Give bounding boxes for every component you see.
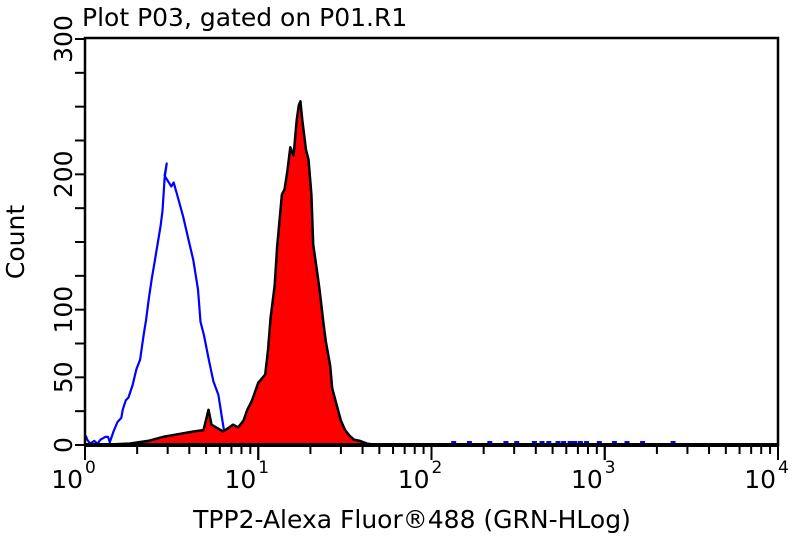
noise-dot (611, 441, 617, 443)
x-axis: 10 0 10 1 10 2 10 3 10 4 (51, 445, 789, 494)
x-axis-label: TPP2-Alexa Fluor®488 (GRN-HLog) (192, 505, 631, 534)
noise-dot (539, 441, 545, 443)
noise-dot (670, 441, 676, 443)
y-tick-label: 100 (49, 286, 78, 334)
noise-dot (561, 441, 567, 443)
chart-title: Plot P03, gated on P01.R1 (82, 3, 407, 32)
y-axis: 0 50 100 200 300 (49, 15, 85, 453)
noise-dot (487, 441, 493, 443)
x-tick-exponent: 3 (605, 458, 616, 478)
x-tick-exponent: 4 (778, 458, 789, 478)
x-tick-label: 10 3 (571, 458, 616, 494)
noise-dot (503, 441, 509, 443)
noise-dot (596, 441, 602, 443)
noise-dot (555, 441, 561, 443)
y-axis-label: Count (1, 205, 30, 279)
x-tick-label: 10 4 (744, 458, 789, 494)
noise-dot (584, 441, 590, 443)
y-tick-label: 0 (49, 437, 78, 453)
x-tick-label: 10 1 (224, 458, 269, 494)
x-tick-label: 10 2 (398, 458, 443, 494)
series-area-1 (99, 101, 377, 446)
noise-dot (624, 441, 630, 443)
y-tick-label: 300 (49, 15, 78, 63)
series-outline-1 (99, 100, 378, 447)
x-tick-base: 10 (744, 465, 776, 494)
y-tick-label: 50 (49, 361, 78, 393)
x-tick-exponent: 2 (432, 458, 443, 478)
x-tick-base: 10 (51, 465, 83, 494)
noise-dot (514, 441, 520, 443)
noise-dot (640, 441, 646, 443)
x-tick-label: 10 0 (51, 458, 96, 494)
x-tick-base: 10 (398, 465, 430, 494)
x-tick-exponent: 0 (85, 458, 96, 478)
noise-dot (451, 441, 457, 443)
x-tick-base: 10 (571, 465, 603, 494)
noise-dot (577, 441, 583, 443)
y-tick-label: 200 (49, 150, 78, 198)
noise-dot (567, 441, 573, 443)
noise-dot (466, 441, 472, 443)
noise-dot (572, 441, 578, 443)
plot-series (84, 100, 676, 447)
x-tick-exponent: 1 (258, 458, 269, 478)
x-tick-base: 10 (224, 465, 256, 494)
noise-dot (546, 441, 552, 443)
noise-dot (531, 441, 537, 443)
series-line-0 (84, 162, 230, 446)
